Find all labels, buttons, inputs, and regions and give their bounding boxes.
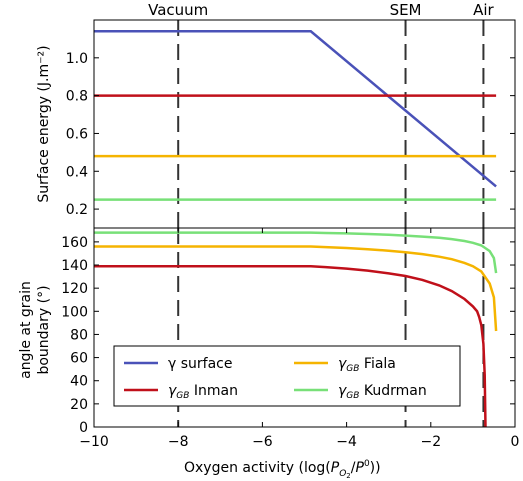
bottom-ylabel-line1: angle at grain: [18, 281, 34, 379]
reference-label-sem: SEM: [390, 1, 422, 19]
bottom-series-gb-inman: [94, 264, 487, 428]
bottom-xtick-label-0: 0: [511, 434, 520, 450]
legend-item-gamma-surface: γ surface: [124, 356, 232, 372]
grain-boundary-angle-plot: 0 20 40 60 80 100 120 140 160 −10 −8 −6 −4 −2 0: [61, 227, 520, 450]
bottom-series-gb-kudrman: [94, 231, 498, 274]
bottom-xtick-label-minus-6: −6: [252, 434, 273, 450]
top-series-surface: [94, 30, 497, 188]
bottom-ytick-label-120: 120: [61, 281, 88, 297]
bottom-xtick-label-minus-2: −2: [420, 434, 441, 450]
bottom-ytick-label-140: 140: [61, 258, 88, 274]
bottom-ytick-label-160: 160: [61, 235, 88, 251]
top-ytick-label-0-4: 0.4: [66, 164, 88, 180]
bottom-xtick-label-minus-4: −4: [336, 434, 357, 450]
legend-item-kudrman: γGB Kudrman: [294, 383, 427, 401]
legend-label-fiala: γGB Fiala: [338, 356, 396, 374]
bottom-xtick-label-minus-10: −10: [79, 434, 109, 450]
bottom-ytick-label-0: 0: [79, 420, 88, 436]
legend-item-inman: γGB Inman: [124, 383, 238, 401]
bottom-ytick-label-20: 20: [70, 397, 88, 413]
bottom-series-gb-fiala: [94, 245, 498, 332]
legend-label-gamma-surface: γ surface: [168, 356, 232, 372]
legend-label-inman: γGB Inman: [168, 383, 238, 401]
surface-energy-plot: Vacuum SEM Air 0.2 0.4 0.6 0.8 1.0: [66, 1, 516, 229]
legend-label-kudrman: γGB Kudrman: [338, 383, 427, 401]
legend-item-fiala: γGB Fiala: [294, 356, 396, 374]
reference-label-vacuum: Vacuum: [148, 1, 208, 19]
legend-box: [113, 345, 461, 407]
bottom-ytick-label-100: 100: [61, 304, 88, 320]
top-axes-frame: [93, 19, 516, 229]
legend: γ surface γGB Fiala γGB Inman γGB Kudrma…: [113, 345, 461, 407]
bottom-xtick-label-minus-8: −8: [168, 434, 189, 450]
top-ytick-label-0-6: 0.6: [66, 126, 88, 142]
bottom-ytick-label-60: 60: [70, 351, 88, 367]
reference-label-air: Air: [473, 1, 494, 19]
xlabel: Oxygen activity (log(PO2/P0)): [184, 459, 381, 480]
bottom-ylabel-line2: boundary (°): [36, 285, 52, 374]
top-ytick-label-1-0: 1.0: [66, 51, 88, 67]
top-ytick-label-0-8: 0.8: [66, 89, 88, 105]
bottom-ytick-label-40: 40: [70, 374, 88, 390]
bottom-ytick-label-80: 80: [70, 327, 88, 343]
top-ylabel: Surface energy (J.m⁻²): [36, 45, 52, 202]
bottom-axes-frame: [93, 227, 516, 428]
top-ytick-label-0-2: 0.2: [66, 202, 88, 218]
